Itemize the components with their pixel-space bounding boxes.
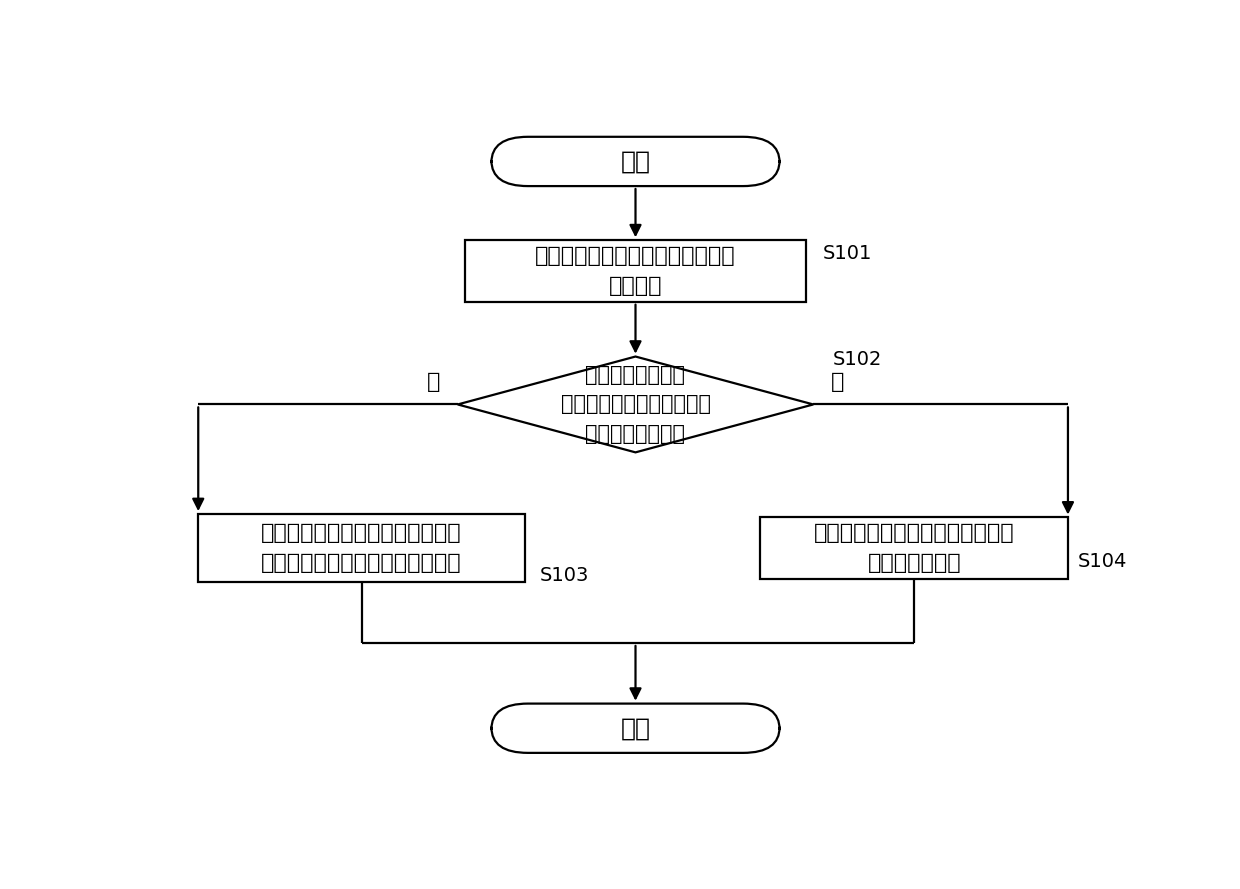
FancyBboxPatch shape [491, 137, 780, 186]
Text: S104: S104 [1078, 552, 1127, 572]
Text: 是: 是 [427, 372, 440, 392]
FancyBboxPatch shape [760, 517, 1068, 579]
Text: 模拟开关处于断路状态，电源管理
设备的直流电源为动态血糖仳充电: 模拟开关处于断路状态，电源管理 设备的直流电源为动态血糖仳充电 [262, 524, 463, 573]
Text: 否: 否 [831, 372, 844, 392]
Text: 开始: 开始 [620, 149, 651, 173]
Polygon shape [458, 356, 813, 453]
Text: 结束: 结束 [620, 717, 651, 741]
Text: 模拟开关处于通路状态，动态血糖
仳处于短接状态: 模拟开关处于通路状态，动态血糖 仳处于短接状态 [813, 524, 1014, 573]
Text: 电源管理设备的模
拟开关判断该模拟开关两端
电压是否为高电平: 电源管理设备的模 拟开关判断该模拟开关两端 电压是否为高电平 [560, 364, 711, 444]
FancyBboxPatch shape [198, 514, 525, 582]
Text: S102: S102 [832, 350, 882, 370]
Text: S103: S103 [539, 566, 589, 585]
Text: S101: S101 [823, 244, 872, 263]
Text: 动态血糖仳连接于电源管理设备的
充电管脚: 动态血糖仳连接于电源管理设备的 充电管脚 [536, 246, 735, 296]
FancyBboxPatch shape [465, 240, 806, 301]
FancyBboxPatch shape [491, 703, 780, 753]
